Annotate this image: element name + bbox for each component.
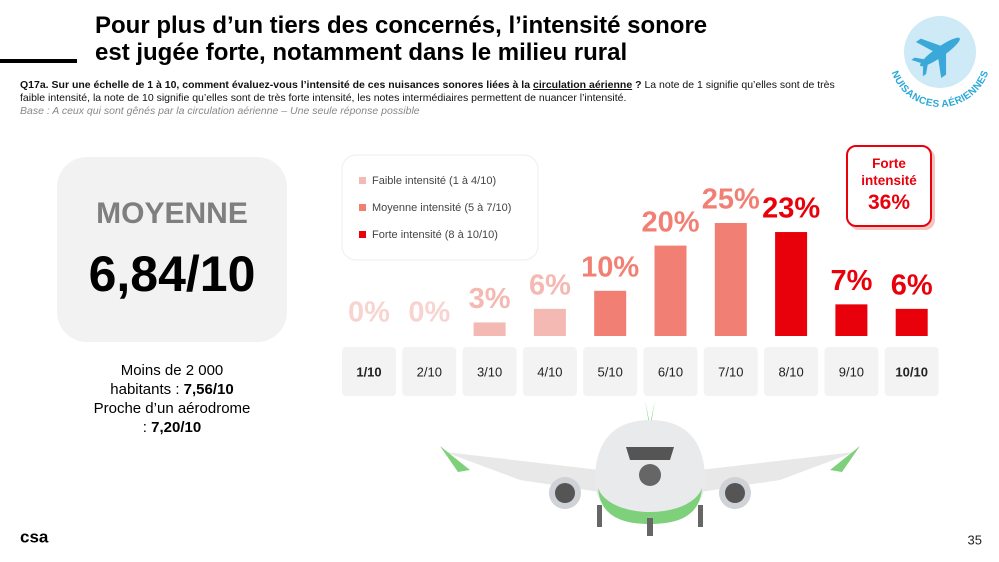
- question-mark: ?: [635, 79, 642, 91]
- bar: [594, 290, 627, 336]
- x-tick-label: 4/10: [537, 364, 562, 379]
- callout: Forte intensité 36%: [846, 145, 932, 227]
- badge-plane: [911, 37, 960, 79]
- bar: [714, 223, 747, 336]
- x-tick-label: 1/10: [356, 364, 381, 379]
- title-line: Pour plus d’un tiers des concernés, l’in…: [95, 12, 708, 39]
- bar: [533, 308, 566, 336]
- x-tick-label: 3/10: [477, 364, 502, 379]
- title-rule: [0, 59, 77, 63]
- value-label: 6%: [529, 270, 571, 302]
- page-number: 35: [968, 532, 982, 547]
- question-detail: La note de 1 signifie qu’elles sont de t…: [20, 79, 835, 104]
- value-label: 7%: [830, 265, 872, 297]
- average-value: 6,84/10: [88, 246, 256, 302]
- category-box: [703, 347, 758, 396]
- category-box: [583, 347, 638, 396]
- value-label: 0%: [408, 297, 450, 329]
- note-value: 7,20/10: [151, 419, 202, 436]
- note: Moins de 2 000 habitants : 7,56/10: [92, 361, 252, 399]
- average-label: MOYENNE: [96, 197, 248, 230]
- question-link: circulation aérienne: [532, 79, 633, 91]
- legend-box: [341, 154, 539, 261]
- question: Q17a. Sur une échelle de 1 à 10, comment…: [20, 79, 850, 105]
- category-box: [402, 347, 457, 396]
- bar: [895, 308, 928, 336]
- x-tick-label: 6/10: [658, 364, 683, 379]
- legend-label: Moyenne intensité (5 à 7/10): [372, 202, 511, 214]
- legend-swatch: [359, 231, 366, 238]
- base-note: Base : A ceux qui sont gênés par la circ…: [20, 105, 420, 117]
- category-box: [462, 347, 517, 396]
- question-lead: Q17a. Sur une échelle de 1 à 10, comment…: [20, 79, 531, 91]
- category-box: [643, 347, 698, 396]
- note-label: Proche d’un aérodrome :: [93, 400, 251, 436]
- note-label: Moins de 2 000 habitants :: [110, 362, 224, 398]
- category-box: [522, 347, 577, 396]
- notes: Moins de 2 000 habitants : 7,56/10 Proch…: [92, 361, 252, 437]
- value-label: 23%: [762, 193, 820, 225]
- category-box: [342, 347, 396, 396]
- bar: [654, 245, 687, 336]
- value-label: 25%: [702, 184, 760, 216]
- value-label: 10%: [581, 251, 639, 283]
- x-tick-label: 8/10: [778, 364, 803, 379]
- bar: [473, 322, 506, 336]
- title-line: est jugée forte, notamment dans le milie…: [95, 39, 628, 66]
- airplane: [440, 400, 860, 536]
- average-box: MOYENNE 6,84/10: [57, 157, 287, 342]
- bar: [835, 304, 868, 336]
- bar: [775, 232, 808, 336]
- legend-label: Faible intensité (1 à 4/10): [372, 175, 496, 187]
- x-tick-label: 2/10: [417, 364, 442, 379]
- legend-swatch: [359, 204, 366, 211]
- value-label: 3%: [469, 283, 511, 315]
- x-tick-label: 9/10: [839, 364, 864, 379]
- note-value: 7,56/10: [183, 381, 234, 398]
- note: Proche d’un aérodrome : 7,20/10: [92, 399, 252, 437]
- logo: csa: [20, 527, 49, 546]
- x-tick-label: 7/10: [718, 364, 743, 379]
- category-box: [824, 347, 879, 396]
- value-label: 0%: [348, 297, 390, 329]
- legend-swatch: [359, 177, 366, 184]
- category-box: [764, 347, 819, 396]
- category-box: [884, 347, 939, 396]
- value-label: 6%: [891, 270, 933, 302]
- legend-label: Forte intensité (8 à 10/10): [372, 229, 498, 241]
- callout-label: Forte intensité: [861, 156, 917, 188]
- callout-value: 36%: [867, 191, 911, 214]
- x-tick-label: 10/10: [895, 364, 928, 379]
- value-label: 20%: [641, 206, 699, 238]
- title: Pour plus d’un tiers des concernés, l’in…: [95, 12, 707, 66]
- x-tick-label: 5/10: [598, 364, 623, 379]
